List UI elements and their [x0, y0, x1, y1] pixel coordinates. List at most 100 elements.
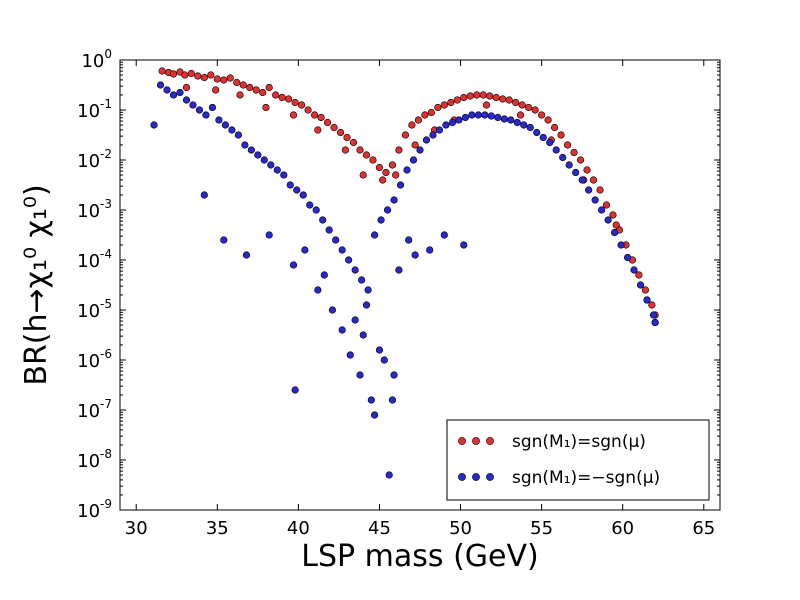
point-opposite-sign [364, 286, 372, 294]
point-opposite-sign [585, 186, 593, 194]
point-same-sign [411, 141, 419, 149]
point-same-sign [525, 103, 533, 112]
point-same-sign [298, 101, 306, 109]
point-opposite-sign [546, 138, 554, 147]
point-opposite-sign [254, 151, 262, 159]
legend-marker [486, 473, 494, 481]
point-opposite-sign [176, 88, 184, 97]
point-opposite-sign [289, 261, 298, 269]
point-opposite-sign [617, 241, 625, 249]
point-same-sign [289, 111, 298, 119]
point-same-sign [200, 73, 208, 82]
point-same-sign [544, 116, 552, 124]
point-opposite-sign [623, 253, 632, 262]
point-opposite-sign [319, 216, 327, 224]
point-opposite-sign [630, 266, 638, 274]
point-same-sign [401, 131, 410, 139]
point-same-sign [440, 101, 448, 109]
legend-marker [472, 473, 480, 481]
point-opposite-sign [150, 121, 158, 129]
point-same-sign [492, 93, 500, 102]
point-opposite-sign [448, 118, 457, 127]
point-same-sign [392, 171, 400, 179]
x-tick-label: 55 [530, 518, 553, 539]
point-opposite-sign [440, 231, 448, 239]
point-same-sign [239, 81, 247, 89]
point-same-sign [482, 101, 491, 109]
y-tick-label: 10-6 [77, 347, 112, 372]
x-tick-label: 50 [449, 518, 472, 539]
point-same-sign [341, 146, 350, 154]
point-same-sign [531, 106, 539, 114]
x-tick-label: 65 [692, 518, 715, 539]
point-opposite-sign [273, 166, 281, 174]
point-opposite-sign [526, 123, 534, 132]
point-opposite-sign [507, 116, 515, 124]
point-opposite-sign [591, 196, 599, 204]
point-opposite-sign [325, 226, 333, 234]
point-same-sign [516, 111, 525, 119]
point-same-sign [291, 98, 299, 107]
point-opposite-sign [416, 146, 424, 154]
y-tick-label: 10-3 [77, 197, 112, 222]
point-opposite-sign [422, 136, 431, 144]
point-opposite-sign [395, 266, 403, 274]
point-opposite-sign [474, 111, 482, 119]
point-opposite-sign [370, 411, 379, 419]
point-same-sign [641, 286, 650, 294]
point-same-sign [158, 67, 166, 75]
point-opposite-sign [189, 101, 197, 109]
x-tick-label: 60 [611, 518, 634, 539]
point-opposite-sign [320, 271, 328, 279]
point-same-sign [356, 146, 364, 154]
point-same-sign [304, 106, 312, 114]
point-opposite-sign [215, 116, 223, 124]
point-opposite-sign [338, 326, 346, 334]
point-same-sign [220, 76, 228, 84]
point-opposite-sign [280, 171, 288, 179]
legend-box [446, 419, 710, 501]
point-same-sign [375, 163, 384, 172]
point-opposite-sign [314, 286, 322, 294]
data-points [150, 67, 659, 479]
point-opposite-sign [426, 246, 434, 254]
point-same-sign [395, 146, 403, 154]
point-same-sign [252, 86, 260, 94]
y-tick-label: 10-4 [77, 247, 112, 272]
point-same-sign [408, 121, 416, 129]
point-opposite-sign [358, 276, 366, 284]
point-opposite-sign [306, 201, 314, 209]
point-same-sign [466, 92, 474, 100]
point-opposite-sign [345, 256, 353, 264]
point-same-sign [207, 71, 215, 79]
point-opposite-sign [435, 126, 444, 134]
point-same-sign [612, 221, 620, 229]
point-same-sign [336, 128, 345, 137]
point-opposite-sign [260, 156, 268, 164]
point-same-sign [226, 74, 234, 82]
point-same-sign [362, 151, 371, 159]
point-same-sign [421, 111, 429, 119]
point-opposite-sign [388, 396, 397, 404]
point-same-sign [262, 103, 270, 112]
point-same-sign [583, 166, 591, 174]
y-tick-label: 10-7 [77, 397, 112, 422]
legend-marker [458, 473, 466, 481]
point-same-sign [265, 83, 273, 92]
point-same-sign [538, 111, 546, 119]
point-same-sign [182, 83, 191, 92]
point-opposite-sign [220, 236, 228, 244]
point-opposite-sign [156, 81, 165, 89]
point-opposite-sign [494, 113, 502, 122]
point-opposite-sign [565, 161, 573, 169]
point-opposite-sign [461, 113, 470, 122]
point-same-sign [343, 133, 351, 142]
point-same-sign [550, 123, 559, 132]
point-opposite-sign [559, 153, 567, 162]
point-same-sign [576, 156, 585, 164]
legend-marker [486, 437, 494, 445]
legend-label: sgn(M₁)=−sgn(μ) [512, 468, 660, 488]
point-same-sign [169, 70, 178, 78]
point-opposite-sign [610, 228, 619, 237]
point-same-sign [473, 91, 481, 99]
